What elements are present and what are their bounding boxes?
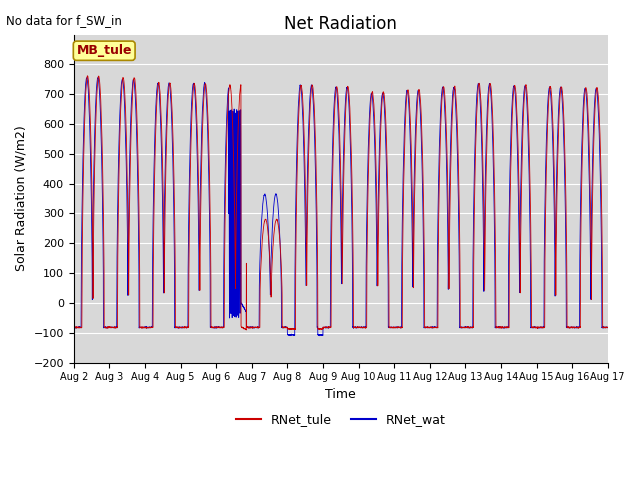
Line: RNet_tule: RNet_tule bbox=[74, 76, 608, 330]
RNet_tule bbox=[166, 80, 173, 86]
RNet_tule bbox=[431, 325, 439, 331]
RNet_wat bbox=[316, 333, 323, 338]
RNet_tule bbox=[84, 73, 92, 79]
RNet_tule bbox=[604, 324, 611, 330]
Line: RNet_wat: RNet_wat bbox=[74, 78, 608, 336]
RNet_wat bbox=[604, 325, 611, 331]
Y-axis label: Solar Radiation (W/m2): Solar Radiation (W/m2) bbox=[15, 126, 28, 272]
RNet_wat bbox=[321, 324, 329, 330]
RNet_tule bbox=[604, 324, 612, 330]
RNet_tule bbox=[70, 324, 77, 330]
RNet_tule bbox=[321, 324, 329, 330]
Legend: RNet_tule, RNet_wat: RNet_tule, RNet_wat bbox=[231, 408, 451, 431]
Title: Net Radiation: Net Radiation bbox=[284, 15, 397, 33]
RNet_wat bbox=[491, 253, 499, 259]
RNet_tule bbox=[491, 197, 499, 203]
RNet_wat bbox=[70, 324, 77, 330]
RNet_wat bbox=[83, 75, 90, 81]
RNet_wat bbox=[604, 324, 612, 330]
RNet_tule bbox=[243, 327, 250, 333]
RNet_wat bbox=[461, 324, 468, 330]
RNet_tule bbox=[461, 324, 468, 330]
Text: No data for f_SW_in: No data for f_SW_in bbox=[6, 14, 122, 27]
RNet_wat bbox=[166, 83, 173, 89]
Text: MB_tule: MB_tule bbox=[76, 44, 132, 57]
X-axis label: Time: Time bbox=[325, 388, 356, 401]
RNet_wat bbox=[431, 324, 439, 330]
